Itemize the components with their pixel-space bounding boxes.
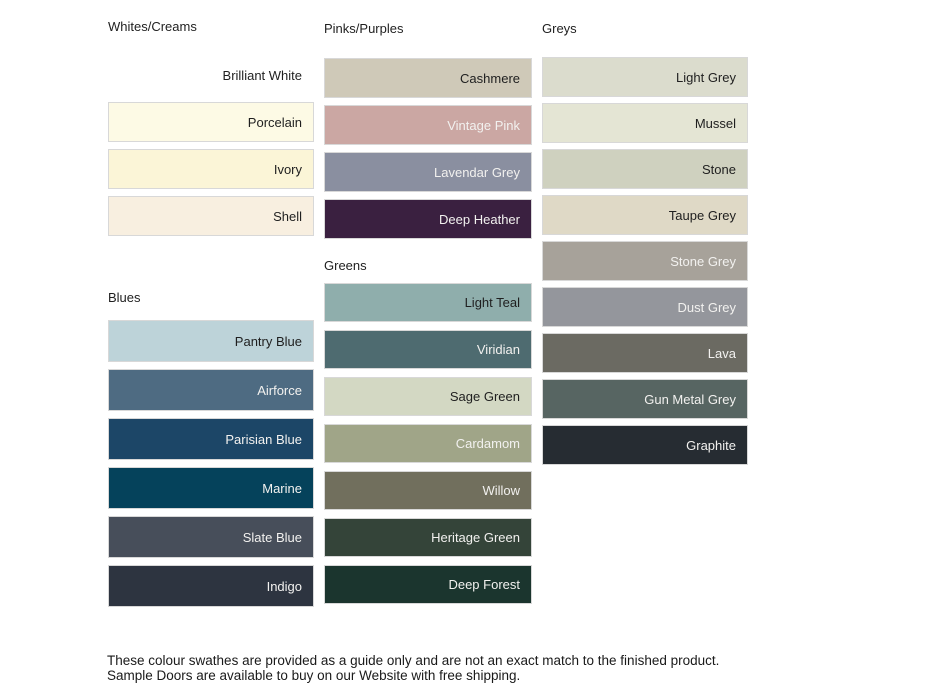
color-swatch-taupe-grey: Taupe Grey bbox=[542, 195, 748, 235]
swatch-name-label: Vintage Pink bbox=[447, 117, 520, 133]
color-swatch-ivory: Ivory bbox=[108, 149, 314, 189]
swatch-name-label: Sage Green bbox=[449, 389, 520, 404]
swatch-name-label: Shell bbox=[273, 208, 302, 224]
color-swatch-brilliant-white: Brilliant White bbox=[108, 55, 314, 95]
swatch-name-label: Ivory bbox=[273, 161, 302, 177]
swatch-name-label: Cashmere bbox=[460, 70, 520, 86]
swatch-name-label: Viridian bbox=[476, 342, 520, 357]
swatch-name-label: Graphite bbox=[686, 437, 736, 453]
swatch-name-label: Slate Blue bbox=[242, 529, 302, 545]
swatch-name-label: Light Grey bbox=[676, 69, 736, 85]
color-swatch-gun-metal-grey: Gun Metal Grey bbox=[542, 379, 748, 419]
section-title: Blues bbox=[108, 290, 141, 305]
swatch-name-label: Porcelain bbox=[247, 114, 302, 130]
swatch-name-label: Marine bbox=[262, 480, 302, 496]
swatch-list: Cashmere Vintage Pink Lavendar Grey Deep He… bbox=[324, 58, 532, 239]
color-swatch-parisian-blue: Parisian Blue bbox=[108, 418, 314, 460]
swatch-name-label: Willow bbox=[482, 483, 520, 498]
swatch-name-label: Lava bbox=[707, 345, 736, 361]
section-title: Whites/Creams bbox=[108, 19, 197, 34]
color-swatch-stone-grey: Stone Grey bbox=[542, 241, 748, 281]
color-swatch-heritage-green: Heritage Green bbox=[324, 518, 532, 557]
color-swatch-marine: Marine bbox=[108, 467, 314, 509]
swatch-name-label: Deep Heather bbox=[439, 211, 520, 227]
color-swatch-shell: Shell bbox=[108, 196, 314, 236]
swatch-name-label: Pantry Blue bbox=[234, 333, 302, 349]
swatch-list: Light Grey Mussel Stone Taupe Grey Stone Gre… bbox=[542, 57, 748, 465]
section-title: Greens bbox=[324, 258, 367, 273]
color-swatch-viridian: Viridian bbox=[324, 330, 532, 369]
color-swatch-willow: Willow bbox=[324, 471, 532, 510]
section-whites-creams: Whites/Creams Brilliant White Porcelain Iv… bbox=[108, 19, 314, 236]
color-swatch-lava: Lava bbox=[542, 333, 748, 373]
color-swatch-slate-blue: Slate Blue bbox=[108, 516, 314, 558]
section-greens: Greens Light Teal Viridian Sage Green Carda… bbox=[324, 258, 532, 604]
swatch-name-label: Light Teal bbox=[464, 295, 520, 310]
disclaimer-text: These colour swathes are provided as a g… bbox=[107, 652, 720, 684]
color-swatch-indigo: Indigo bbox=[108, 565, 314, 607]
swatch-name-label: Heritage Green bbox=[431, 530, 520, 545]
color-swatch-airforce: Airforce bbox=[108, 369, 314, 411]
color-swatch-light-grey: Light Grey bbox=[542, 57, 748, 97]
section-pinks-purples: Pinks/Purples Cashmere Vintage Pink Lavend… bbox=[324, 21, 532, 239]
swatch-name-label: Brilliant White bbox=[222, 67, 302, 83]
swatch-name-label: Lavendar Grey bbox=[434, 164, 520, 180]
swatch-list: Light Teal Viridian Sage Green Cardamom Will… bbox=[324, 283, 532, 604]
swatch-name-label: Mussel bbox=[694, 115, 736, 131]
color-swatch-dust-grey: Dust Grey bbox=[542, 287, 748, 327]
color-swatch-vintage-pink: Vintage Pink bbox=[324, 105, 532, 145]
swatch-list: Brilliant White Porcelain Ivory Shell bbox=[108, 55, 314, 236]
section-title: Greys bbox=[542, 21, 577, 36]
swatch-name-label: Stone Grey bbox=[670, 253, 736, 269]
section-title: Pinks/Purples bbox=[324, 21, 404, 36]
color-swatch-porcelain: Porcelain bbox=[108, 102, 314, 142]
swatch-name-label: Deep Forest bbox=[448, 577, 520, 592]
color-swatch-cardamom: Cardamom bbox=[324, 424, 532, 463]
swatch-list: Pantry Blue Airforce Parisian Blue Marine Sl… bbox=[108, 320, 314, 607]
swatch-name-label: Cardamom bbox=[455, 436, 520, 451]
color-swatch-deep-forest: Deep Forest bbox=[324, 565, 532, 604]
swatch-name-label: Dust Grey bbox=[677, 299, 736, 315]
swatch-name-label: Stone bbox=[702, 161, 736, 177]
color-swatch-pantry-blue: Pantry Blue bbox=[108, 320, 314, 362]
color-swatch-sage-green: Sage Green bbox=[324, 377, 532, 416]
color-swatch-graphite: Graphite bbox=[542, 425, 748, 465]
color-swatch-lavendar-grey: Lavendar Grey bbox=[324, 152, 532, 192]
swatch-name-label: Indigo bbox=[266, 578, 302, 594]
section-blues: Blues Pantry Blue Airforce Parisian Blue Ma… bbox=[108, 290, 314, 607]
color-swatch-light-teal: Light Teal bbox=[324, 283, 532, 322]
color-swatch-mussel: Mussel bbox=[542, 103, 748, 143]
color-swatch-stone: Stone bbox=[542, 149, 748, 189]
swatch-name-label: Taupe Grey bbox=[668, 207, 736, 223]
swatch-name-label: Parisian Blue bbox=[225, 431, 302, 447]
color-swatch-cashmere: Cashmere bbox=[324, 58, 532, 98]
swatch-name-label: Gun Metal Grey bbox=[644, 391, 736, 407]
swatch-name-label: Airforce bbox=[257, 382, 302, 398]
color-swatch-deep-heather: Deep Heather bbox=[324, 199, 532, 239]
section-greys: Greys Light Grey Mussel Stone Taupe Grey Sto… bbox=[542, 21, 748, 465]
